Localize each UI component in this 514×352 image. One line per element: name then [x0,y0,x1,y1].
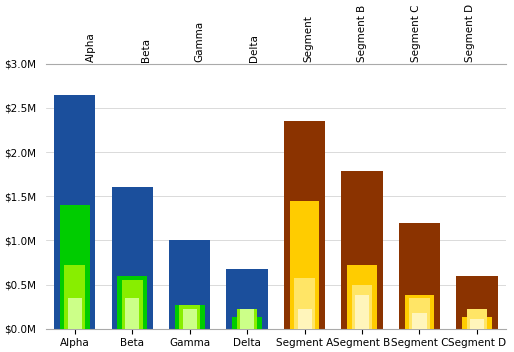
Bar [409,298,430,329]
Bar [125,298,139,329]
Bar [182,309,197,329]
Bar [412,313,427,329]
Bar [54,95,96,329]
Bar [294,277,315,329]
Bar [122,280,142,329]
Bar [232,317,262,329]
Bar [68,298,82,329]
Bar [117,276,147,329]
Bar [169,240,210,329]
Bar [462,317,492,329]
Bar [355,295,369,329]
Bar [470,319,484,329]
Bar [175,305,205,329]
Bar [456,276,498,329]
Bar [347,265,377,329]
Bar [341,171,383,329]
Bar [112,187,153,329]
Bar [352,285,372,329]
Bar [298,309,311,329]
Bar [405,295,434,329]
Bar [399,223,440,329]
Bar [284,121,325,329]
Bar [237,309,258,329]
Bar [227,269,268,329]
Bar [467,309,487,329]
Bar [290,201,320,329]
Bar [60,205,89,329]
Bar [179,305,200,329]
Bar [240,309,254,329]
Bar [64,265,85,329]
